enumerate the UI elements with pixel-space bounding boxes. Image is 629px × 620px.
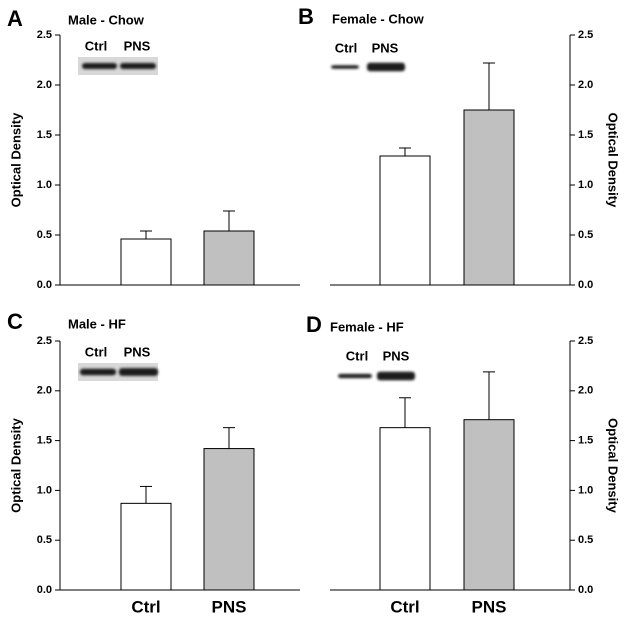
bar <box>203 230 255 286</box>
y-tick-label: 1.5 <box>37 129 52 141</box>
x-tick-label: Ctrl <box>390 597 419 616</box>
y-tick-label: 0.0 <box>578 584 593 596</box>
panel-letter: D <box>306 312 322 337</box>
y-tick-label: 1.0 <box>578 179 593 191</box>
x-tick-label: PNS <box>212 597 247 616</box>
y-tick-label: 2.5 <box>37 335 52 347</box>
y-tick-label: 0.0 <box>37 584 52 596</box>
y-axis-label: Optical Density <box>8 417 23 512</box>
y-tick-label: 1.5 <box>578 129 593 141</box>
y-axis-label: Optical Density <box>8 112 23 207</box>
y-tick-label: 1.5 <box>578 435 593 447</box>
panel-letter: B <box>298 4 314 29</box>
y-axis-label: Optical Density <box>606 113 621 208</box>
panel-title: Female - HF <box>330 319 404 334</box>
y-tick-label: 2.5 <box>578 29 593 41</box>
y-tick-label: 2.0 <box>578 385 593 397</box>
y-tick-label: 0.5 <box>578 229 593 241</box>
blot-band <box>120 63 156 69</box>
y-tick-label: 1.0 <box>37 484 52 496</box>
bar <box>379 155 431 286</box>
bar <box>203 448 255 591</box>
blot-band <box>367 62 405 72</box>
blot-label: PNS <box>372 40 399 55</box>
y-tick-label: 1.0 <box>37 179 52 191</box>
blot-label: PNS <box>383 348 410 363</box>
blot-label: Ctrl <box>85 38 107 53</box>
blot-label: Ctrl <box>346 348 368 363</box>
bar <box>463 419 515 591</box>
bar <box>120 502 172 591</box>
blot-background <box>78 57 158 75</box>
blot-band <box>377 371 415 381</box>
y-tick-label: 0.5 <box>37 229 52 241</box>
y-tick-label: 0.5 <box>37 534 52 546</box>
y-tick-label: 0.0 <box>37 279 52 291</box>
bar <box>120 238 172 286</box>
panel-title: Female - Chow <box>332 11 425 26</box>
blot-band <box>80 368 116 376</box>
blot-band <box>82 63 117 69</box>
y-tick-label: 2.0 <box>37 79 52 91</box>
blot-label: Ctrl <box>85 344 107 359</box>
blot-band <box>119 368 158 376</box>
panel-letter: C <box>7 309 23 334</box>
y-tick-label: 2.5 <box>578 335 593 347</box>
y-tick-label: 0.5 <box>578 534 593 546</box>
blot-band <box>331 65 359 69</box>
y-tick-label: 1.5 <box>37 435 52 447</box>
panel-title: Male - Chow <box>68 12 145 27</box>
y-tick-label: 2.5 <box>37 29 52 41</box>
y-axis-label: Optical Density <box>606 418 621 513</box>
y-tick-label: 2.0 <box>578 79 593 91</box>
bar <box>379 427 431 591</box>
blot-label: PNS <box>124 344 151 359</box>
blot-background <box>78 363 158 381</box>
bar <box>463 109 515 286</box>
y-tick-label: 2.0 <box>37 385 52 397</box>
x-tick-label: Ctrl <box>131 597 160 616</box>
panel-title: Male - HF <box>68 316 126 331</box>
y-tick-label: 1.0 <box>578 484 593 496</box>
panel-letter: A <box>7 6 23 31</box>
x-tick-label: PNS <box>472 597 507 616</box>
blot-label: PNS <box>124 38 151 53</box>
blot-band <box>338 373 372 379</box>
y-tick-label: 0.0 <box>578 279 593 291</box>
blot-label: Ctrl <box>335 40 357 55</box>
